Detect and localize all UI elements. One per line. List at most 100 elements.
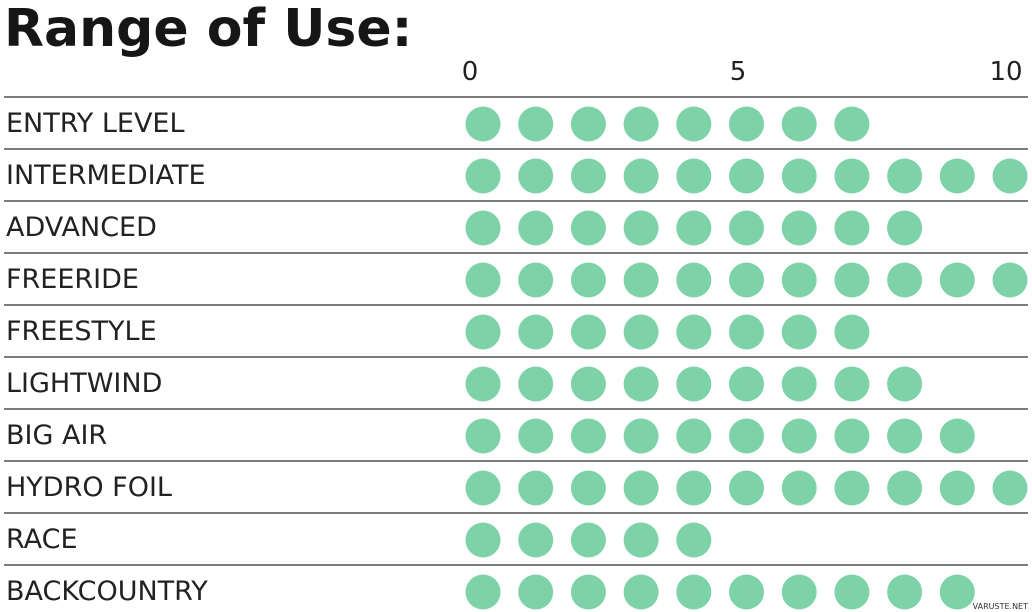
rating-dot — [729, 210, 764, 246]
axis-tick-labels: 0 5 10 — [462, 57, 1023, 87]
rating-dot — [518, 262, 554, 298]
row-label: RACE — [6, 524, 78, 555]
rating-dot — [623, 366, 659, 402]
rating-dot — [781, 158, 817, 194]
rating-dot — [518, 366, 554, 402]
rating-dot — [834, 314, 870, 350]
row-label: ADVANCED — [6, 212, 157, 243]
rating-dot — [465, 522, 501, 558]
rating-dot — [781, 418, 817, 454]
tick-label-10: 10 — [989, 57, 1022, 87]
row-label: HYDRO FOIL — [6, 472, 172, 503]
rating-dot — [623, 574, 659, 610]
rating-row: LIGHTWIND — [4, 356, 1028, 402]
rating-dot — [623, 210, 659, 246]
rating-dot — [518, 418, 554, 454]
row-label: INTERMEDIATE — [6, 160, 206, 191]
rating-dot — [781, 366, 817, 402]
rating-dot — [729, 106, 764, 142]
tick-label-5: 5 — [730, 57, 747, 87]
rating-dot — [518, 210, 554, 246]
rating-row: RACE — [4, 512, 1028, 558]
rating-dot — [518, 574, 554, 610]
rating-dot — [676, 210, 712, 246]
rating-dot — [781, 470, 817, 506]
rating-dot — [834, 574, 870, 610]
rating-row: FREERIDE — [4, 252, 1028, 298]
rating-dot — [729, 366, 764, 402]
rating-dot — [518, 314, 554, 350]
rating-dot — [729, 262, 764, 298]
rating-dot — [465, 314, 501, 350]
rating-dot — [834, 158, 870, 194]
rating-dot — [570, 574, 606, 610]
rating-dot — [992, 470, 1028, 506]
rating-dot — [939, 470, 975, 506]
rating-dot — [518, 470, 554, 506]
rating-row: BACKCOUNTRY — [4, 564, 1028, 610]
watermark: VARUSTE.NET — [973, 602, 1028, 611]
rating-dot — [887, 158, 923, 194]
rating-dot — [570, 106, 606, 142]
rating-dot — [570, 522, 606, 558]
rating-dot — [834, 210, 870, 246]
rating-dot — [729, 158, 764, 194]
rating-row: BIG AIR — [4, 408, 1028, 454]
rating-dot — [676, 366, 712, 402]
rating-row: FREESTYLE — [4, 304, 1028, 350]
row-label: ENTRY LEVEL — [6, 108, 185, 139]
rating-dot — [465, 210, 501, 246]
tick-label-0: 0 — [462, 57, 479, 87]
rating-dot — [465, 574, 501, 610]
rating-dot — [887, 470, 923, 506]
rating-dot — [465, 106, 501, 142]
rating-dot — [781, 106, 817, 142]
rating-dot — [992, 158, 1028, 194]
rating-dot — [729, 574, 764, 610]
rating-dot — [676, 418, 712, 454]
row-label: BIG AIR — [6, 420, 107, 451]
chart-title: Range of Use: — [4, 0, 412, 59]
rating-row: ENTRY LEVEL — [4, 96, 1028, 142]
rating-dot — [623, 158, 659, 194]
rating-dot — [570, 210, 606, 246]
rating-dot — [676, 470, 712, 506]
rating-dot — [518, 158, 554, 194]
rating-dot — [676, 574, 712, 610]
rating-dot — [939, 574, 975, 610]
rating-dot — [676, 106, 712, 142]
rating-dot — [465, 366, 501, 402]
rating-dot — [465, 158, 501, 194]
rating-row: HYDRO FOIL — [4, 460, 1028, 506]
rating-dot — [676, 522, 712, 558]
rating-dot — [623, 106, 659, 142]
rating-dot — [518, 106, 554, 142]
rating-dot — [887, 210, 923, 246]
rating-dot — [887, 262, 923, 298]
rating-dot — [676, 158, 712, 194]
rating-dot — [729, 314, 764, 350]
rating-dot — [623, 314, 659, 350]
row-label: FREESTYLE — [6, 316, 157, 347]
rating-dot — [887, 366, 923, 402]
rating-dot — [623, 418, 659, 454]
rating-row: ADVANCED — [4, 200, 1028, 246]
rating-dot — [570, 470, 606, 506]
rating-dot — [570, 314, 606, 350]
rating-dot — [887, 574, 923, 610]
rating-dot — [781, 314, 817, 350]
rating-dot — [623, 262, 659, 298]
rating-dot — [834, 418, 870, 454]
rating-dot — [570, 158, 606, 194]
rating-dot — [834, 106, 870, 142]
rating-dot — [570, 262, 606, 298]
rating-dot — [834, 470, 870, 506]
rating-dot — [834, 366, 870, 402]
rating-dot — [518, 522, 554, 558]
rating-rows: ENTRY LEVEL INTERMEDIATE ADVANCED FREERIDE F… — [4, 96, 1028, 610]
rating-dot — [834, 262, 870, 298]
rating-dot — [781, 574, 817, 610]
rating-dot — [781, 262, 817, 298]
rating-dot — [939, 262, 975, 298]
